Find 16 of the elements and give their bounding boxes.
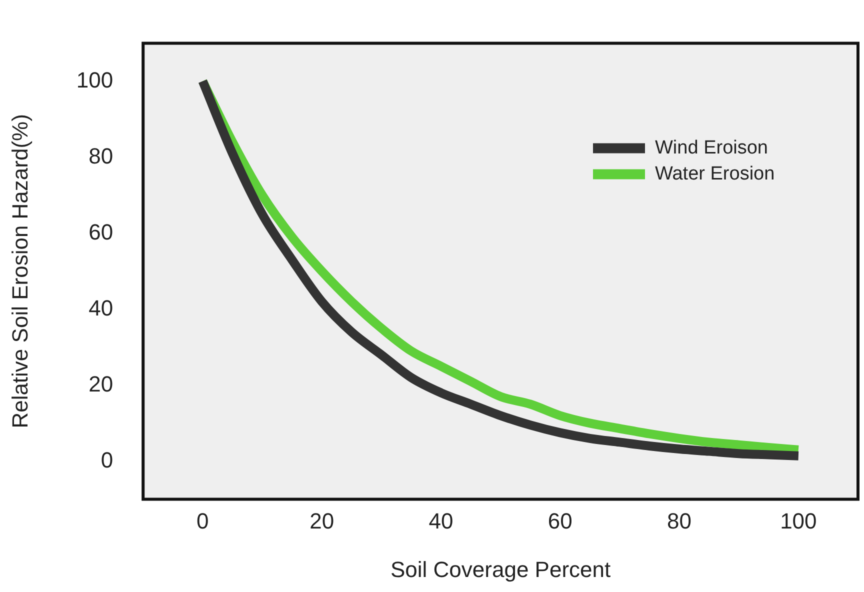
y-tick-label: 20 <box>88 371 114 396</box>
y-axis-title: Relative Soil Erosion Hazard(%) <box>7 114 32 428</box>
x-tick-label: 20 <box>310 508 334 534</box>
y-tick-label: 0 <box>100 447 114 472</box>
x-tick-label: 100 <box>780 508 817 534</box>
y-tick-label: 80 <box>88 143 114 168</box>
x-tick-label: 80 <box>667 508 692 534</box>
x-tick-label: 60 <box>548 508 572 534</box>
y-tick-label: 40 <box>88 295 114 320</box>
legend-label: Wind Eroison <box>655 137 768 158</box>
y-tick-label: 100 <box>76 67 114 92</box>
x-tick-label: 40 <box>428 508 454 534</box>
y-tick-label: 60 <box>88 219 114 244</box>
x-axis-title: Soil Coverage Percent <box>390 556 611 582</box>
legend-label: Water Erosion <box>655 163 775 184</box>
x-tick-label: 0 <box>196 508 209 534</box>
